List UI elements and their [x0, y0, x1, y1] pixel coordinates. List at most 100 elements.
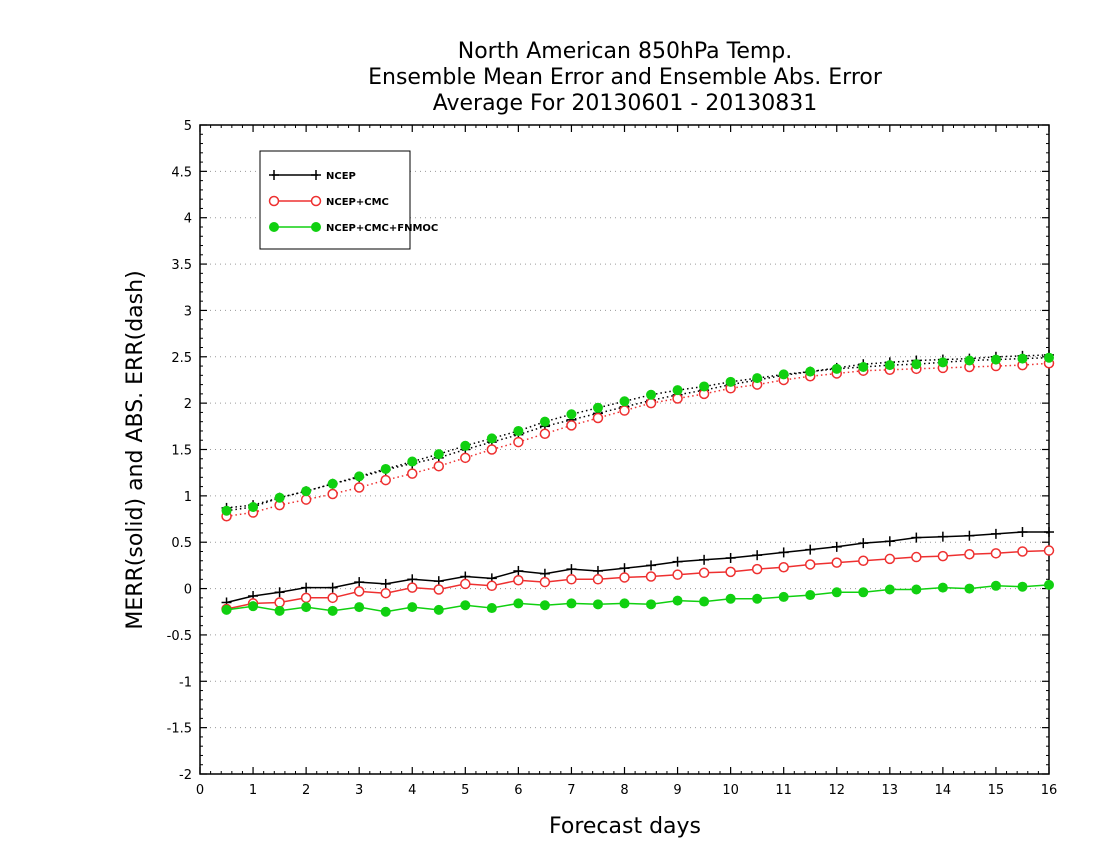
data-point: [1017, 353, 1028, 364]
legend-entry: NCEP: [269, 170, 356, 182]
data-point: [672, 569, 683, 580]
data-point: [858, 538, 869, 549]
data-point: [592, 574, 604, 585]
data-point: [460, 452, 471, 464]
data-point: [513, 425, 524, 436]
y-tick-label: 2: [184, 397, 192, 412]
data-point: [248, 501, 259, 512]
title-line-1: North American 850hPa Temp.: [458, 39, 793, 64]
y-tick-label: 1.5: [171, 444, 192, 459]
data-point: [964, 530, 975, 541]
data-point: [831, 363, 842, 374]
data-point: [592, 412, 604, 424]
x-tick-label: 8: [620, 783, 628, 798]
data-point: [964, 583, 975, 594]
data-point: [619, 598, 630, 609]
data-point: [699, 554, 710, 565]
y-tick-label: -1: [179, 675, 192, 690]
data-point: [300, 494, 312, 505]
data-point: [752, 550, 763, 561]
data-point: [619, 563, 630, 574]
data-point: [380, 474, 391, 486]
data-point: [805, 366, 816, 377]
data-point: [937, 582, 948, 593]
data-point: [831, 541, 842, 552]
data-point: [646, 560, 657, 571]
data-point: [672, 556, 683, 567]
data-point: [778, 561, 789, 573]
data-point: [300, 592, 312, 604]
data-point: [353, 586, 365, 597]
data-point: [513, 436, 524, 448]
data-point: [619, 405, 630, 416]
y-axis-ticks: 5 4.5 4 3.5 3 2.5 2 1.5 1 0.5 0 -0.5 -1 -1.5 -2: [167, 119, 1049, 783]
series-ncep-cmc-fnmoc-mean-error: [221, 579, 1054, 617]
data-point: [354, 602, 365, 613]
x-tick-label: 0: [196, 783, 204, 798]
data-point: [327, 592, 338, 604]
data-point: [831, 587, 842, 598]
data-point: [380, 578, 391, 589]
data-point: [513, 574, 524, 586]
data-point: [354, 471, 365, 482]
data-point: [486, 444, 498, 455]
legend-entry: NCEP+CMC+FNMOC: [269, 222, 438, 234]
legend-box: [259, 150, 411, 250]
series-ncep-abs-error: [221, 349, 1054, 513]
data-point: [1017, 581, 1028, 592]
y-tick-label: 0.5: [171, 536, 192, 551]
legend-marker-right: [311, 170, 321, 180]
data-point: [911, 359, 922, 370]
data-point: [645, 397, 657, 409]
series-ncep-mean-error: [221, 527, 1054, 608]
data-point: [221, 604, 232, 615]
data-point: [274, 597, 285, 608]
data-point: [805, 544, 816, 555]
data-point: [274, 587, 285, 598]
data-point: [831, 557, 842, 568]
x-tick-label: 6: [514, 783, 522, 798]
legend-marker-left: [269, 222, 279, 232]
data-point: [460, 600, 471, 611]
y-axis-title: MERR(solid) and ABS. ERR(dash): [123, 270, 148, 629]
data-point: [353, 482, 365, 493]
data-point: [725, 593, 736, 604]
data-point: [990, 354, 1001, 365]
data-point: [407, 602, 418, 613]
data-point: [433, 584, 445, 595]
y-tick-label: 2.5: [171, 351, 192, 366]
x-tick-label: 3: [355, 783, 363, 798]
series-ncep-cmc-fnmoc-abs-error: [221, 352, 1054, 516]
legend-entry: NCEP+CMC: [268, 195, 389, 208]
y-tick-label: 3.5: [171, 258, 192, 273]
data-point: [433, 449, 444, 460]
x-tick-label: 16: [1041, 783, 1058, 798]
data-point: [380, 463, 391, 474]
data-point: [433, 460, 445, 472]
series-line: [226, 584, 1050, 613]
data-point: [592, 599, 603, 610]
x-tick-label: 5: [461, 783, 469, 798]
legend-marker-left: [269, 170, 279, 180]
legend-marker-right: [310, 195, 322, 207]
data-point: [566, 420, 577, 431]
x-tick-label: 11: [775, 783, 792, 798]
data-point: [566, 409, 577, 420]
data-point: [566, 574, 577, 585]
data-point: [592, 402, 603, 413]
data-point: [407, 456, 418, 467]
data-point: [301, 602, 312, 613]
data-point: [752, 593, 763, 604]
data-point: [513, 598, 524, 609]
data-point: [539, 428, 551, 439]
data-point: [937, 357, 948, 368]
data-point: [646, 389, 657, 400]
data-point: [778, 369, 789, 380]
data-point: [327, 605, 338, 616]
data-point: [884, 536, 895, 547]
data-point: [301, 486, 312, 497]
data-point: [990, 580, 1001, 591]
y-tick-label: 4: [184, 212, 192, 227]
data-point: [433, 604, 444, 615]
x-tick-label: 15: [988, 783, 1005, 798]
